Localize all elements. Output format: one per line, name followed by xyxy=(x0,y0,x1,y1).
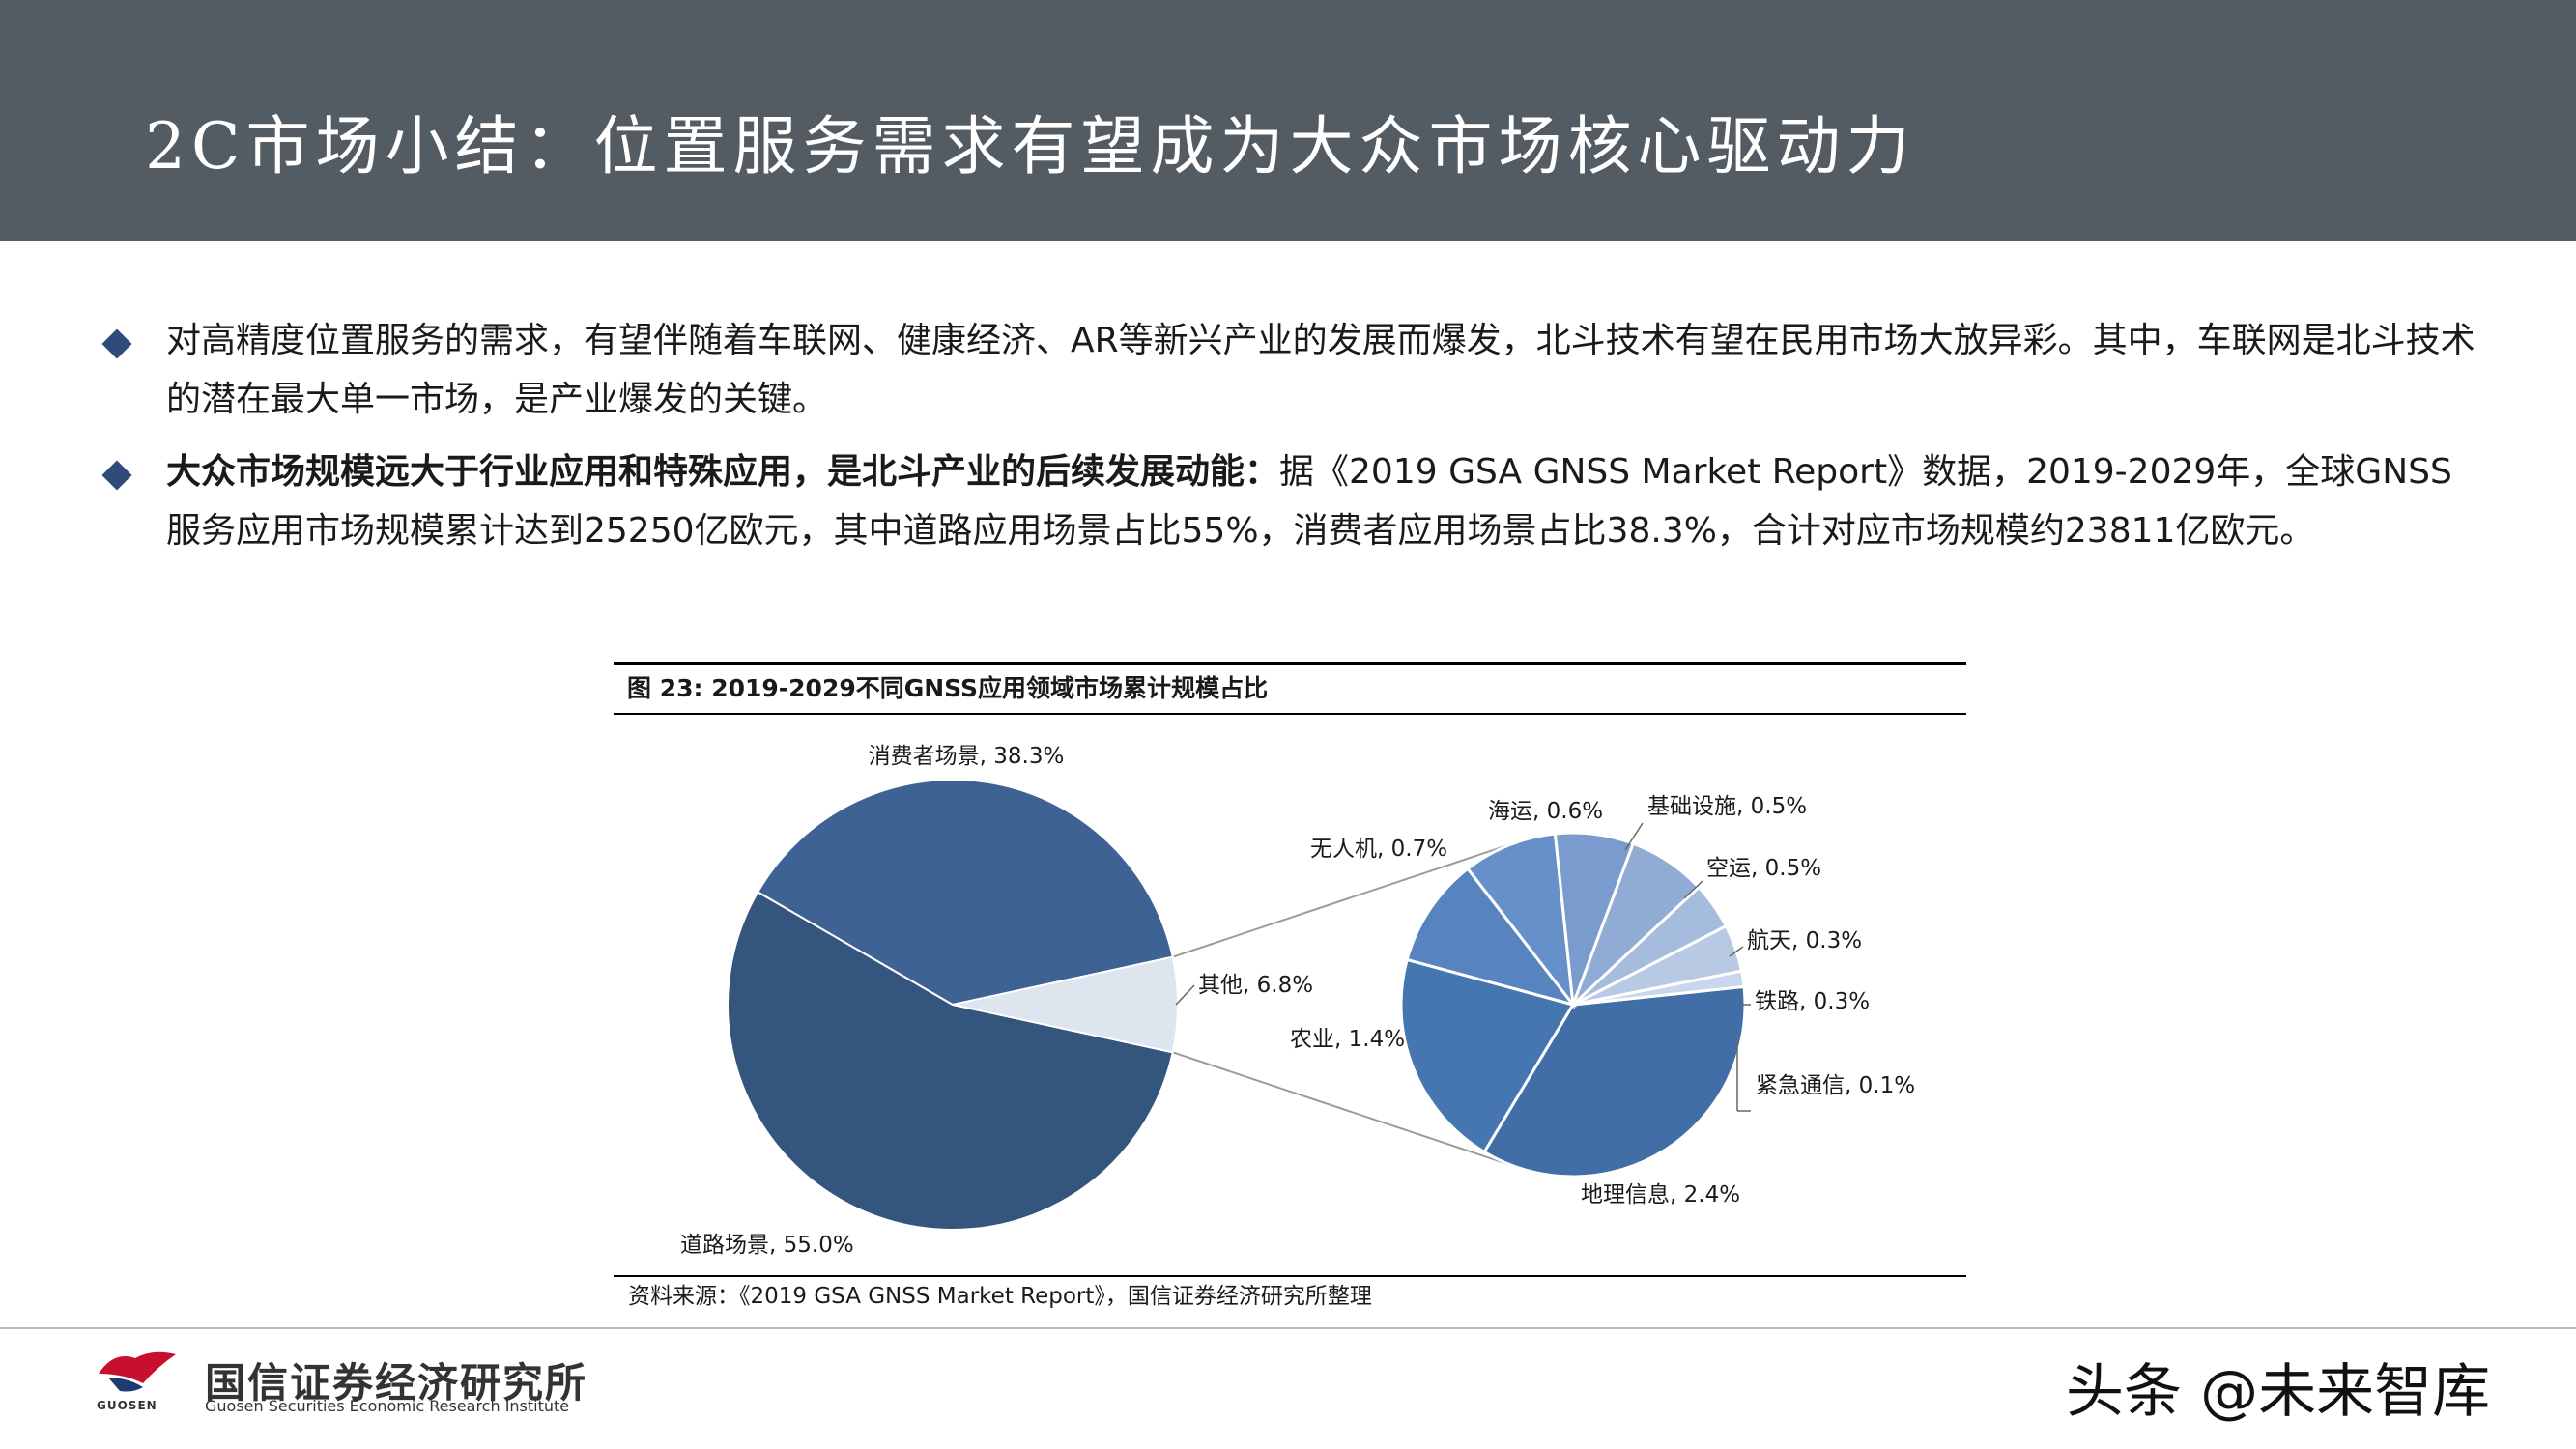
figure: 图 23: 2019-2029不同GNSS应用领域市场累计规模占比 xyxy=(614,662,1966,1277)
logo-abbreviation: GUOSEN xyxy=(97,1399,157,1412)
breakout-label-8: 紧急通信, 0.1% xyxy=(1756,1073,1915,1098)
breakout-slice-3 xyxy=(1465,832,1576,1010)
figure-rule-caption xyxy=(614,713,1966,715)
pie-slice-road xyxy=(727,891,1174,1232)
bullet-bold: 大众市场规模远大于行业应用和特殊应用，是北斗产业的后续发展动能： xyxy=(166,452,1280,492)
breakout-label-6: 航天, 0.3% xyxy=(1747,928,1862,953)
watermark: 头条 @未来智库 xyxy=(2066,1358,2491,1426)
connector-line-top xyxy=(1172,841,1515,958)
header-bar: 2C市场小结：位置服务需求有望成为大众市场核心驱动力 xyxy=(0,0,2576,242)
breakout-label-4: 基础设施, 0.5% xyxy=(1647,794,1807,819)
breakout-label-3: 海运, 0.6% xyxy=(1488,799,1603,824)
logo-name: 国信证券经济研究所 xyxy=(205,1359,588,1406)
breakout-slice-0 xyxy=(1482,984,1747,1179)
logo-subtitle: Guosen Securities Economic Research Inst… xyxy=(205,1397,570,1415)
breakout-slice-2 xyxy=(1405,867,1577,1008)
leader-infra xyxy=(1624,822,1644,851)
bullet-text: 对高精度位置服务的需求，有望伴随着车联网、健康经济、AR等新兴产业的发展而爆发，… xyxy=(166,321,2476,419)
label-consumer: 消费者场景, 38.3% xyxy=(869,744,1065,769)
connector-line-bottom xyxy=(1172,1051,1515,1168)
bullet-list: 对高精度位置服务的需求，有望伴随着车联网、健康经济、AR等新兴产业的发展而爆发，… xyxy=(101,311,2483,574)
leader-air xyxy=(1683,880,1703,899)
guosen-logo-icon xyxy=(99,1351,176,1392)
bullet-item-2: 大众市场规模远大于行业应用和特殊应用，是北斗产业的后续发展动能：据《2019 G… xyxy=(101,442,2483,560)
figure-rule-bottom xyxy=(614,1275,1966,1277)
label-road: 道路场景, 55.0% xyxy=(680,1233,854,1258)
breakout-label-5: 空运, 0.5% xyxy=(1706,856,1821,881)
bullet-text: 据《2019 GSA GNSS Market Report》数据，2019-20… xyxy=(166,452,2452,551)
figure-rule-top xyxy=(614,662,1966,665)
pie-slice-other xyxy=(952,955,1179,1054)
figure-source: 资料来源：《2019 GSA GNSS Market Report》，国信证券经… xyxy=(628,1284,1372,1309)
breakout-label-0: 地理信息, 2.4% xyxy=(1581,1182,1740,1208)
pie-slice-consumer xyxy=(756,779,1174,1007)
breakout-slice-8 xyxy=(1572,969,1746,1007)
breakout-label-1: 农业, 1.4% xyxy=(1290,1027,1405,1052)
leader-other xyxy=(1175,984,1195,1006)
figure-caption: 图 23: 2019-2029不同GNSS应用领域市场累计规模占比 xyxy=(627,674,1269,702)
page-title: 2C市场小结：位置服务需求有望成为大众市场核心驱动力 xyxy=(145,109,1916,184)
breakout-label-2: 无人机, 0.7% xyxy=(1310,837,1447,862)
breakout-slice-1 xyxy=(1399,957,1576,1154)
label-other: 其他, 6.8% xyxy=(1198,973,1313,998)
leader-space xyxy=(1729,946,1744,957)
bullet-item-1: 对高精度位置服务的需求，有望伴随着车联网、健康经济、AR等新兴产业的发展而爆发，… xyxy=(101,311,2483,429)
footer-rule xyxy=(0,1327,2576,1329)
breakout-label-7: 铁路, 0.3% xyxy=(1755,989,1870,1014)
